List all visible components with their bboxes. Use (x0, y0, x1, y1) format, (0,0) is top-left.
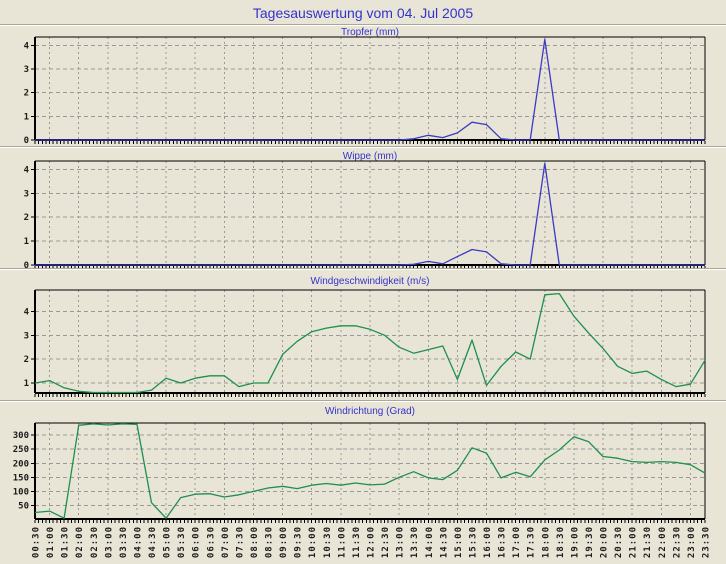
y-tick-label: 1 (24, 237, 29, 247)
x-tick-label: 01:30 (61, 526, 71, 558)
y-tick-label: 3 (24, 189, 29, 199)
y-tick-label: 1 (24, 379, 29, 389)
y-tick-label: 3 (24, 65, 29, 75)
x-tick-label: 06:00 (192, 526, 202, 558)
x-tick-label: 01:00 (46, 526, 56, 558)
series-line (34, 292, 706, 394)
wippe-plot-area: 0 1 2 3 4 (24, 160, 706, 268)
x-tick-label: 13:30 (410, 526, 420, 558)
x-tick-label: 07:00 (221, 526, 231, 558)
x-tick-label: 14:00 (425, 526, 435, 558)
time-axis-labels: 00:30 01:00 01:30 02:00 02:30 03:00 03:30 04:00… (32, 526, 712, 558)
x-tick-label: 10:00 (308, 526, 318, 558)
x-tick-label: 12:30 (381, 526, 391, 558)
x-tick-label: 11:30 (352, 526, 362, 558)
x-tick-label: 00:30 (32, 526, 42, 558)
x-tick-label: 23:00 (687, 526, 697, 558)
x-tick-label: 05:00 (163, 526, 173, 558)
tropfer-plot-area: 0 1 2 3 4 (24, 36, 706, 146)
x-tick-label: 20:00 (600, 526, 610, 558)
x-tick-label: 04:30 (148, 526, 158, 558)
y-tick-label: 200 (13, 459, 29, 469)
x-tick-label: 06:30 (206, 526, 216, 558)
x-tick-label: 09:30 (294, 526, 304, 558)
x-tick-label: 15:30 (468, 526, 478, 558)
x-tick-label: 11:00 (337, 526, 347, 558)
x-tick-label: 05:30 (177, 526, 187, 558)
windgeschwindigkeit-plot-area: 1 2 3 4 (24, 289, 706, 397)
x-tick-label: 08:30 (265, 526, 275, 558)
x-tick-label: 17:30 (527, 526, 537, 558)
x-tick-label: 02:30 (90, 526, 100, 558)
x-tick-label: 18:30 (556, 526, 566, 558)
chart-title-windrichtung: Windrichtung (Grad) (325, 406, 415, 417)
y-tick-label: 100 (13, 487, 29, 497)
y-tick-label: 3 (24, 331, 29, 341)
x-tick-label: 09:00 (279, 526, 289, 558)
chart-band-windgeschwindigkeit: Windgeschwindigkeit (m/s) 1 2 3 4 (0, 270, 726, 400)
windrichtung-plot-area: 50 100 150 200 250 300 (13, 422, 706, 523)
separator (0, 268, 726, 270)
chart-title-wippe: Wippe (mm) (343, 151, 397, 162)
page-title: Tagesauswertung vom 04. Jul 2005 (252, 5, 474, 21)
series-line (35, 38, 705, 141)
y-tick-label: 250 (13, 445, 29, 455)
y-tick-label: 4 (24, 165, 30, 175)
chart-band-tropfer: Tropfer (mm) 0 1 2 3 4 (0, 26, 726, 146)
y-tick-label: 150 (13, 473, 29, 483)
y-tick-label: 300 (13, 431, 29, 441)
x-tick-label: 03:00 (104, 526, 114, 558)
y-tick-label: 0 (24, 261, 29, 268)
x-tick-label: 16:30 (498, 526, 508, 558)
x-tick-label: 16:00 (483, 526, 493, 558)
x-tick-label: 07:30 (235, 526, 245, 558)
series-line (34, 423, 706, 519)
x-tick-label: 17:00 (512, 526, 522, 558)
x-tick-label: 14:30 (439, 526, 449, 558)
separator (0, 400, 726, 402)
y-tick-label: 50 (18, 501, 29, 511)
windgeschwindigkeit-chart: Windgeschwindigkeit (m/s) 1 2 3 4 (24, 276, 706, 397)
y-tick-label: 2 (24, 213, 29, 223)
series-line (35, 162, 705, 266)
y-tick-label: 2 (24, 89, 29, 99)
x-tick-label: 13:00 (396, 526, 406, 558)
x-tick-label: 19:00 (570, 526, 580, 558)
x-tick-label: 23:30 (702, 526, 712, 558)
tropfer-chart: Tropfer (mm) 0 1 2 3 4 (24, 27, 706, 146)
chart-band-wippe: Wippe (mm) 0 1 2 3 4 (0, 148, 726, 268)
y-tick-label: 4 (24, 41, 30, 51)
x-tick-label: 21:00 (629, 526, 639, 558)
x-tick-label: 18:00 (541, 526, 551, 558)
x-tick-label: 15:00 (454, 526, 464, 558)
x-tick-label: 03:30 (119, 526, 129, 558)
chart-band-windrichtung: Windrichtung (Grad) 50 100 150 200 250 300 00… (0, 402, 726, 564)
chart-title-windgeschwindigkeit: Windgeschwindigkeit (m/s) (311, 276, 430, 287)
x-tick-label: 10:30 (323, 526, 333, 558)
x-tick-label: 20:30 (614, 526, 624, 558)
y-tick-label: 4 (24, 307, 30, 317)
x-tick-label: 22:00 (658, 526, 668, 558)
wippe-chart: Wippe (mm) 0 1 2 3 4 (24, 151, 706, 268)
y-tick-label: 0 (24, 136, 29, 146)
x-tick-label: 22:30 (672, 526, 682, 558)
y-tick-label: 1 (24, 112, 29, 122)
x-tick-label: 21:30 (643, 526, 653, 558)
x-tick-label: 12:00 (367, 526, 377, 558)
y-tick-label: 2 (24, 355, 29, 365)
x-tick-label: 19:30 (585, 526, 595, 558)
x-tick-label: 02:00 (75, 526, 85, 558)
x-tick-label: 04:00 (133, 526, 143, 558)
separator (0, 146, 726, 148)
chart-title-tropfer: Tropfer (mm) (341, 27, 399, 38)
x-tick-label: 08:00 (250, 526, 260, 558)
windrichtung-chart: Windrichtung (Grad) 50 100 150 200 250 300 00… (13, 406, 712, 558)
separator (0, 24, 726, 26)
